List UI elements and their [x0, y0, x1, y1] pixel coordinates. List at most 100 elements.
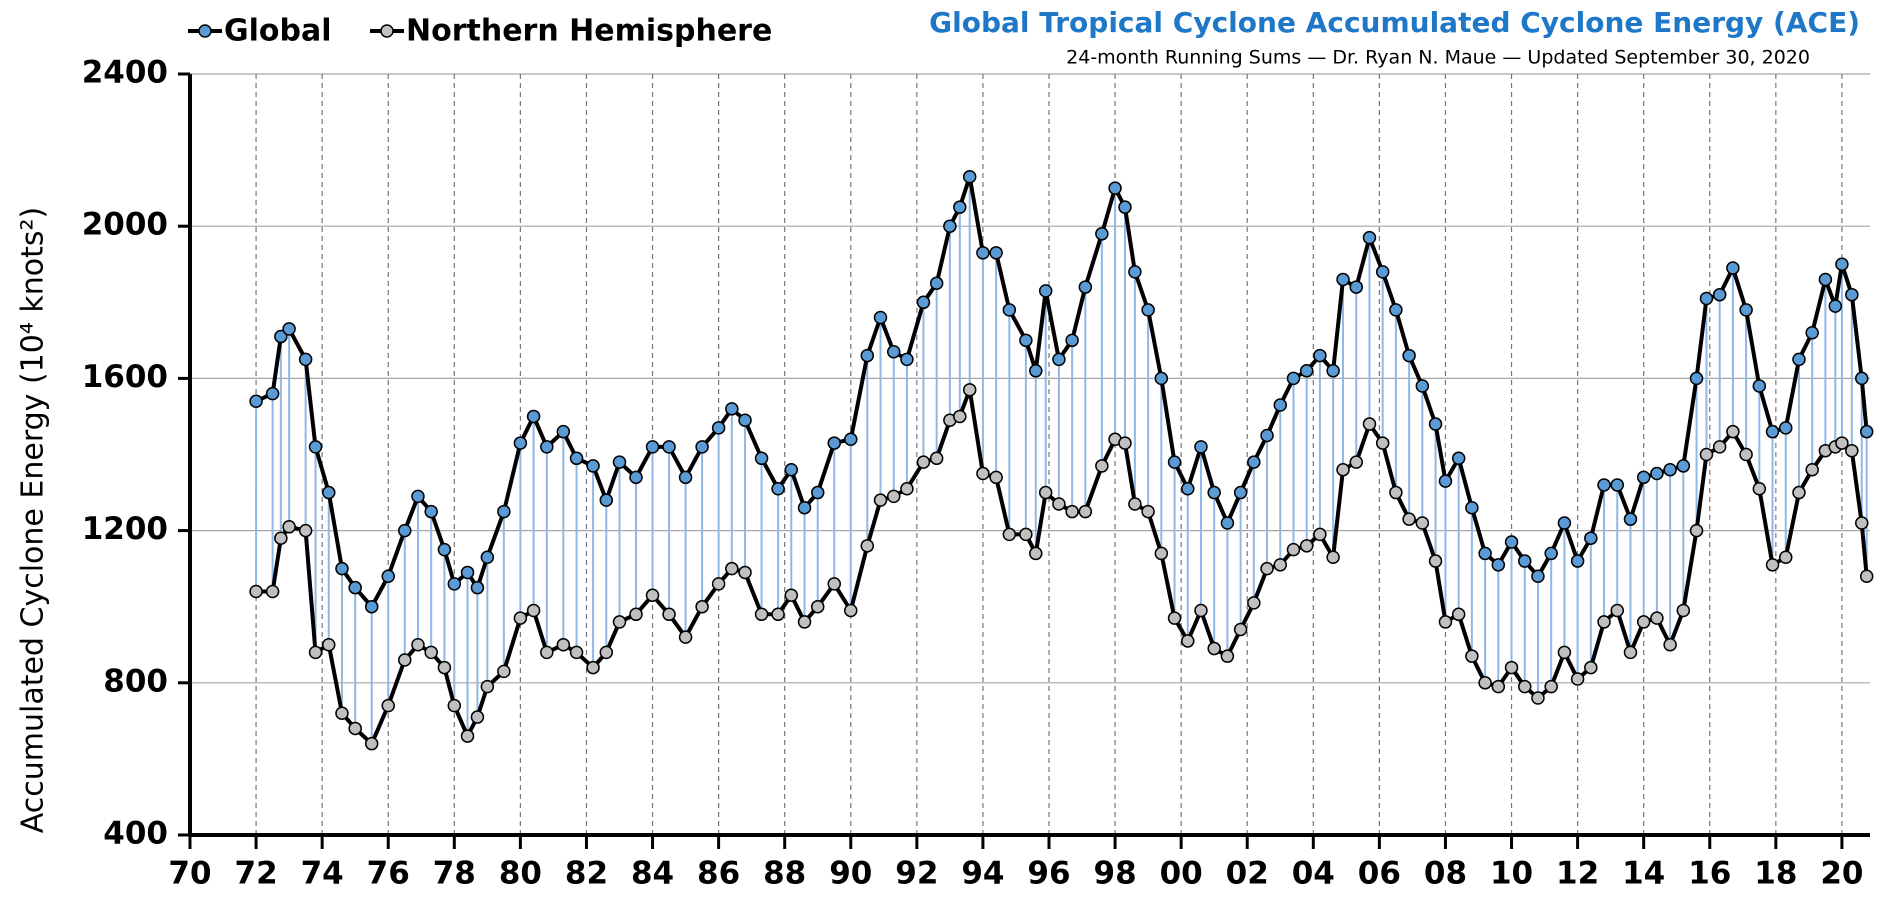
marker [1128, 265, 1142, 279]
x-tick-label: 72 [235, 856, 278, 892]
marker [1095, 227, 1109, 241]
marker [298, 352, 313, 367]
marker [886, 489, 901, 504]
marker [1207, 485, 1221, 500]
marker [784, 588, 799, 603]
marker [929, 276, 944, 291]
marker [1095, 459, 1109, 473]
marker [1663, 638, 1677, 652]
marker [989, 246, 1003, 260]
marker [695, 599, 709, 614]
marker [1438, 474, 1453, 488]
marker [556, 424, 571, 439]
marker [1828, 299, 1843, 313]
marker [1465, 501, 1479, 515]
marker [1765, 424, 1780, 439]
y-tick-label: 2400 [82, 55, 168, 91]
marker [900, 352, 914, 367]
y-axis-label: Accumulated Cyclone Energy (10⁴ knots²) [16, 207, 51, 834]
marker [322, 485, 336, 500]
marker [298, 523, 313, 538]
marker [1336, 272, 1350, 287]
marker [1247, 596, 1261, 610]
marker [810, 599, 825, 614]
marker [411, 489, 425, 504]
marker [1835, 436, 1849, 450]
marker [1712, 440, 1727, 454]
x-tick-label: 12 [1556, 856, 1599, 892]
marker [1699, 291, 1714, 306]
marker [1752, 481, 1767, 496]
marker [1141, 303, 1155, 317]
marker [424, 645, 438, 660]
marker [1557, 516, 1572, 530]
marker [1597, 478, 1611, 492]
marker [953, 200, 967, 214]
marker [844, 432, 858, 447]
marker [943, 219, 957, 233]
marker [1845, 443, 1859, 458]
marker [873, 310, 888, 325]
marker [1349, 280, 1364, 294]
marker [381, 698, 395, 713]
x-tick-label: 74 [301, 856, 344, 892]
marker [1570, 554, 1585, 568]
marker [513, 611, 528, 625]
marker [249, 584, 263, 599]
marker [569, 451, 584, 466]
x-tick-label: 18 [1754, 856, 1797, 892]
marker [1273, 398, 1288, 412]
marker [1557, 645, 1572, 660]
marker [1052, 497, 1066, 511]
marker [1065, 504, 1079, 519]
marker [612, 455, 627, 469]
marker [797, 501, 812, 515]
marker [662, 607, 676, 622]
marker [1676, 603, 1691, 618]
marker [1389, 485, 1403, 500]
marker [989, 470, 1003, 485]
marker [1676, 459, 1691, 473]
marker [1805, 325, 1819, 340]
marker [513, 436, 528, 450]
marker [1531, 691, 1545, 705]
marker [886, 345, 901, 359]
marker [1402, 512, 1416, 526]
marker [1610, 478, 1625, 492]
marker [411, 638, 425, 652]
x-tick-label: 94 [961, 856, 1004, 892]
marker [1544, 679, 1558, 694]
marker [1854, 516, 1869, 530]
marker [497, 504, 511, 519]
marker [1779, 550, 1793, 564]
marker [771, 607, 785, 622]
x-tick-label: 86 [697, 856, 740, 892]
marker [860, 348, 875, 363]
marker [827, 436, 841, 450]
marker [1415, 516, 1430, 530]
marker [1002, 527, 1017, 542]
x-tick-label: 90 [829, 856, 872, 892]
marker [1260, 561, 1274, 576]
marker [1765, 558, 1780, 572]
chart-title: Global Tropical Cyclone Accumulated Cycl… [929, 6, 1860, 39]
series-line [255, 176, 1869, 611]
marker [1078, 280, 1093, 294]
x-tick-label: 20 [1820, 856, 1863, 892]
marker [645, 440, 660, 454]
marker [265, 584, 280, 599]
marker [1389, 303, 1403, 317]
marker [335, 561, 349, 576]
marker [447, 698, 462, 713]
marker [645, 588, 660, 603]
marker [1636, 615, 1651, 629]
marker [1517, 554, 1532, 568]
marker [1052, 352, 1066, 367]
marker [1779, 421, 1793, 435]
marker [953, 409, 967, 424]
marker [540, 645, 554, 660]
marker [1181, 481, 1195, 496]
marker [364, 599, 379, 614]
marker [1154, 546, 1169, 561]
marker [1313, 348, 1327, 363]
